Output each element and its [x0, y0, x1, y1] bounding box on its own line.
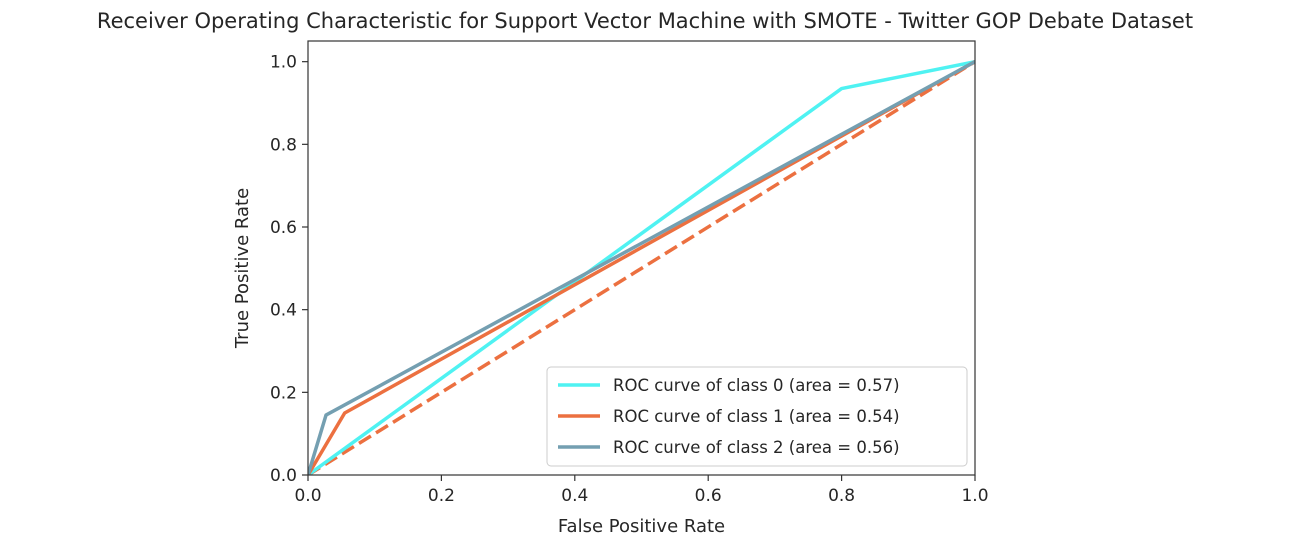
legend-label: ROC curve of class 0 (area = 0.57) [613, 376, 900, 395]
roc-curve-class-1 [308, 60, 975, 475]
y-tick-label: 0.0 [270, 466, 297, 486]
legend-label: ROC curve of class 2 (area = 0.56) [613, 438, 900, 457]
legend-label: ROC curve of class 1 (area = 0.54) [613, 407, 900, 426]
roc-curve-class-0 [308, 59, 975, 475]
x-tick-label: 0.6 [695, 486, 722, 506]
y-tick-label: 0.8 [270, 135, 297, 155]
x-tick-label: 0.2 [428, 486, 455, 506]
legend-box [546, 366, 968, 467]
x-tick-label: 1.0 [961, 486, 988, 506]
diagonal-reference-line [308, 60, 975, 475]
x-axis-label: False Positive Rate [558, 516, 725, 537]
x-tick-label: 0.8 [828, 486, 855, 506]
y-tick-label: 0.2 [270, 383, 297, 403]
y-axis-label: True Positive Rate [232, 188, 253, 349]
axes: 0.0 0.2 0.4 0.6 0.8 1.0 0.0 0.2 0.4 0.6 0.8 1.0 [270, 40, 989, 506]
x-tick-label: 0.4 [561, 486, 588, 506]
y-tick-label: 0.6 [270, 218, 297, 238]
roc-curve-class-2 [308, 60, 975, 475]
y-tick-label: 1.0 [270, 53, 297, 73]
legend: ROC curve of class 0 (area = 0.57) ROC cu… [546, 366, 968, 467]
chart-title: Receiver Operating Characteristic for Su… [97, 9, 1193, 33]
y-tick-label: 0.4 [270, 301, 297, 321]
plot-area [308, 59, 975, 475]
plot-frame [307, 40, 976, 476]
x-tick-label: 0.0 [294, 486, 321, 506]
